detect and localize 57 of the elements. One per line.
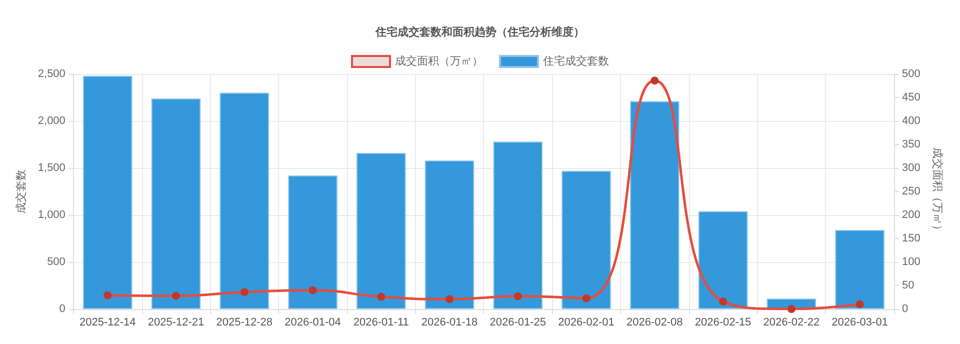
y2-axis-title: 成交面积（万㎡） [930, 148, 944, 236]
x-tick-label: 2026-02-08 [626, 316, 683, 328]
bar [835, 230, 884, 309]
point [787, 305, 796, 313]
y2-tick-label: 100 [902, 256, 920, 268]
bar [424, 160, 474, 309]
y2-tick-label: 250 [902, 186, 920, 198]
y2-tick-label: 500 [902, 68, 920, 80]
y2-tick-label: 50 [902, 280, 914, 292]
point [172, 292, 180, 300]
point [377, 292, 386, 301]
y-tick-label: 2,500 [38, 68, 66, 80]
y2-tick-label: 400 [902, 115, 920, 127]
bar [493, 142, 543, 309]
y2-tick-label: 300 [902, 162, 920, 174]
x-tick-label: 2026-03-01 [832, 316, 888, 328]
y-tick-label: 500 [47, 256, 66, 268]
bar [698, 211, 748, 309]
y2-tick-label: 350 [902, 138, 920, 150]
y-axis-title: 成交套数 [14, 170, 28, 214]
x-tick-label: 2026-01-18 [421, 316, 478, 328]
point [856, 300, 864, 308]
y2-tick-label: 450 [902, 92, 920, 104]
point [308, 286, 317, 294]
point [104, 291, 112, 300]
bar [356, 152, 406, 309]
bar [151, 98, 201, 309]
x-tick-label: 2026-01-11 [353, 316, 409, 328]
point [650, 76, 659, 85]
legend-label: 住宅成交套数 [543, 54, 609, 68]
chart-title: 住宅成交套数和面积趋势（住宅分析维度） [374, 26, 584, 38]
bar [83, 76, 132, 309]
point [446, 295, 454, 304]
x-tick-label: 2025-12-28 [216, 316, 273, 328]
y2-tick-label: 0 [902, 303, 908, 315]
y-tick-label: 1,500 [38, 162, 66, 174]
point [240, 288, 248, 296]
bar [220, 92, 269, 309]
x-tick-label: 2025-12-14 [79, 316, 136, 328]
point [514, 292, 522, 300]
point [582, 294, 590, 302]
y-tick-label: 2,000 [38, 115, 66, 127]
bar [630, 101, 680, 309]
x-tick-label: 2026-02-22 [763, 316, 820, 328]
y2-tick-label: 150 [902, 232, 920, 244]
x-tick-label: 2026-01-04 [284, 316, 341, 328]
x-tick-label: 2025-12-21 [148, 316, 204, 328]
x-tick-label: 2026-01-25 [490, 316, 546, 328]
y2-tick-label: 200 [902, 209, 920, 221]
y-tick-label: 0 [59, 303, 66, 315]
point [719, 297, 728, 306]
bar [562, 170, 611, 309]
legend-label: 成交面积（万㎡） [395, 54, 483, 68]
bar [288, 176, 338, 309]
y-tick-label: 1,000 [38, 209, 66, 221]
x-tick-label: 2026-02-01 [558, 316, 614, 328]
x-tick-label: 2026-02-15 [694, 316, 752, 328]
